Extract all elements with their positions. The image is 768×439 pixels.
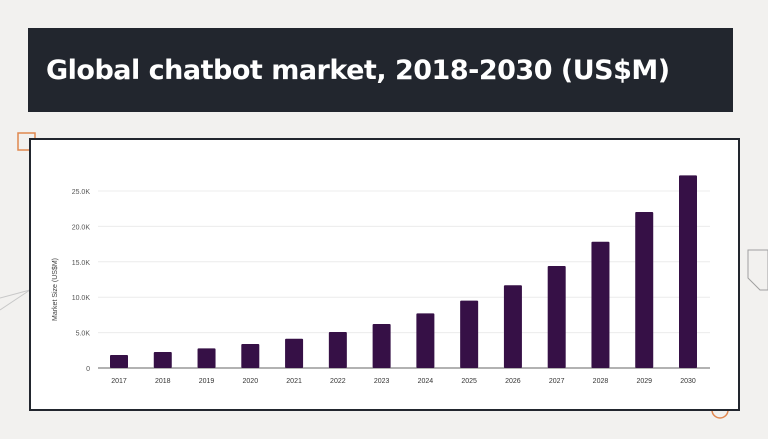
bar-2025 xyxy=(460,300,479,368)
x-tick-label: 2018 xyxy=(155,378,171,385)
chart-container: 0 5.0K 10.0K 15.0K 20.0K 25.0K Market Size (US… xyxy=(29,138,740,411)
y-tick-label: 5.0K xyxy=(76,331,91,338)
bar-2023 xyxy=(372,324,391,368)
bar-2028 xyxy=(591,241,610,368)
y-axis-label: Market Size (US$M) xyxy=(52,258,59,321)
deco-shape-right xyxy=(747,249,768,291)
bar-2030 xyxy=(679,175,697,368)
bar-2021 xyxy=(285,338,304,368)
deco-lines-left xyxy=(0,289,31,311)
x-tick-label: 2022 xyxy=(330,378,346,385)
bar-chart: 0 5.0K 10.0K 15.0K 20.0K 25.0K Market Size (US… xyxy=(52,175,710,385)
x-tick-label: 2025 xyxy=(461,378,477,385)
x-tick-label: 2021 xyxy=(286,378,302,385)
y-tick-label: 25.0K xyxy=(72,189,91,196)
bar-2024 xyxy=(416,313,435,368)
x-tick-label: 2030 xyxy=(680,378,696,385)
x-tick-label: 2020 xyxy=(243,378,259,385)
bar-2029 xyxy=(635,212,654,368)
bar-2026 xyxy=(503,285,522,368)
bar-2020 xyxy=(241,343,260,368)
x-tick-label: 2026 xyxy=(505,378,521,385)
x-tick-label: 2024 xyxy=(418,378,434,385)
x-tick-label: 2023 xyxy=(374,378,390,385)
y-tick-label: 15.0K xyxy=(72,260,91,267)
bar-2019 xyxy=(197,348,216,368)
x-tick-label: 2019 xyxy=(199,378,215,385)
x-tick-label: 2027 xyxy=(549,378,565,385)
x-tick-label: 2028 xyxy=(593,378,609,385)
x-tick-label: 2029 xyxy=(636,378,652,385)
bar-2018 xyxy=(153,351,172,368)
slide-title: Global chatbot market, 2018-2030 (US$M) xyxy=(46,55,670,86)
y-tick-label: 10.0K xyxy=(72,295,91,302)
title-bar: Global chatbot market, 2018-2030 (US$M) xyxy=(28,28,733,112)
bar-2017 xyxy=(110,354,128,368)
bar-2022 xyxy=(328,332,347,368)
y-tick-label: 0 xyxy=(86,366,90,373)
bar-2027 xyxy=(547,265,566,368)
y-tick-label: 20.0K xyxy=(72,224,91,231)
x-tick-label: 2017 xyxy=(111,378,127,385)
